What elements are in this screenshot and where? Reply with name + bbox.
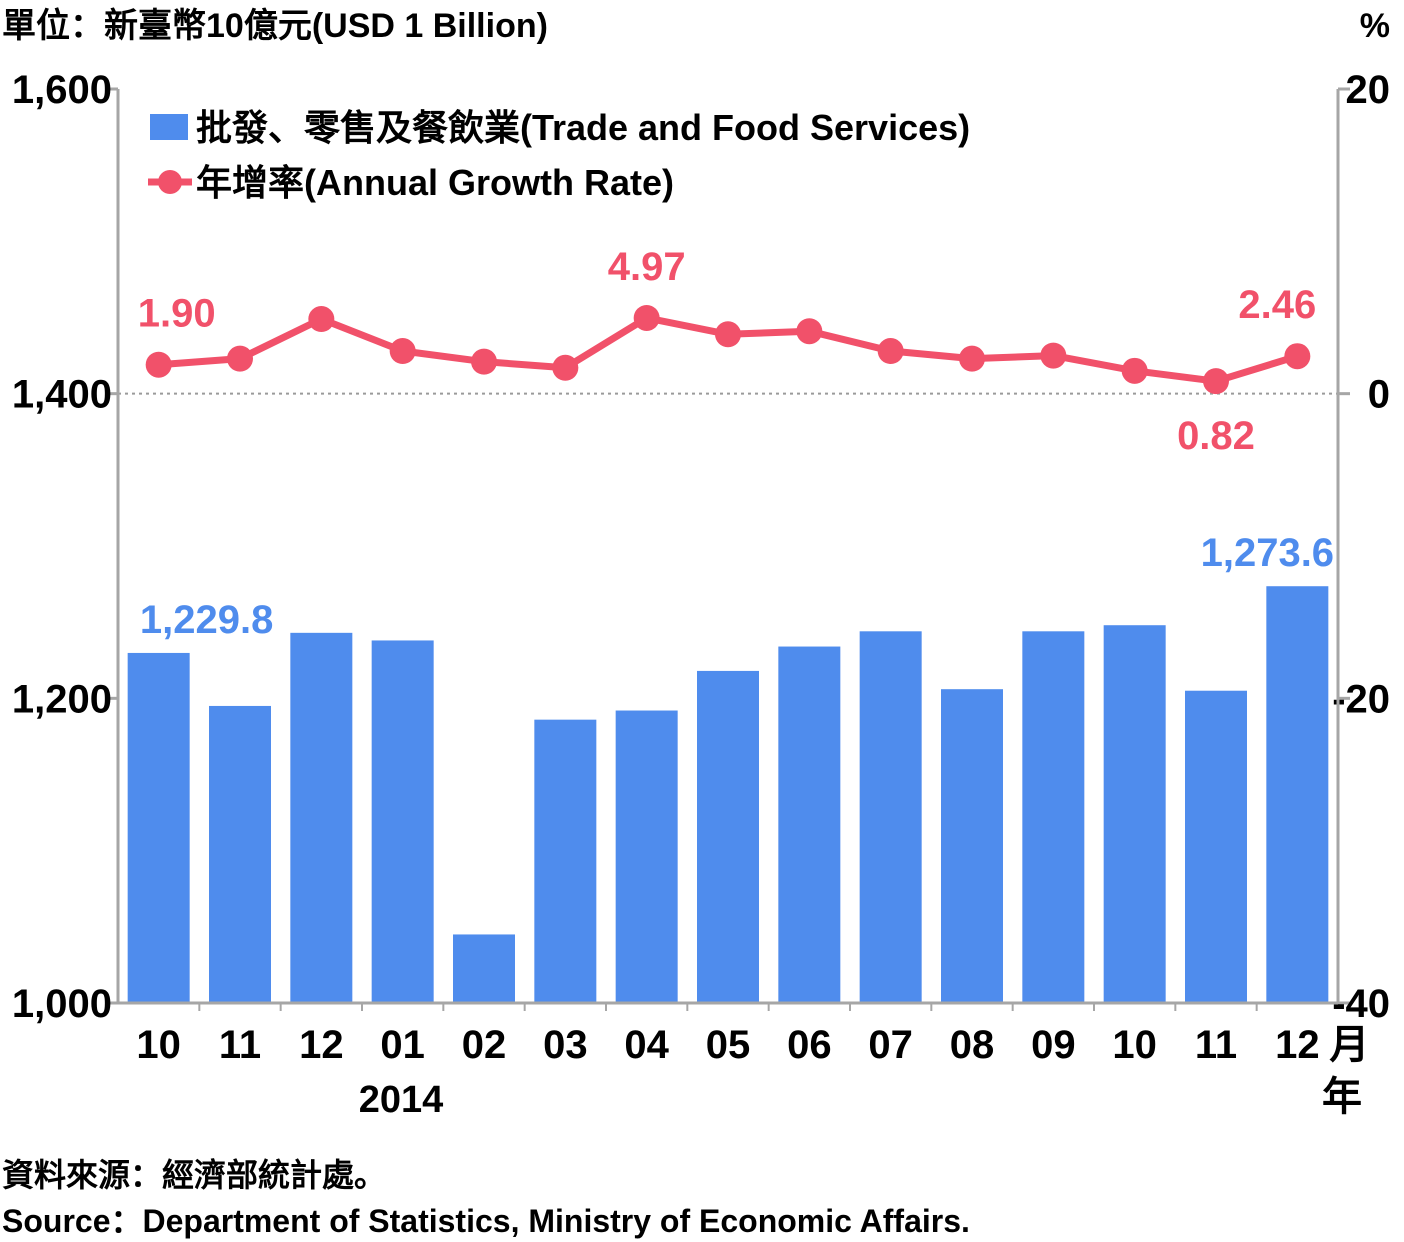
legend-line-marker (158, 170, 182, 194)
bar (127, 652, 190, 1003)
bar (1185, 690, 1247, 1003)
x-axis-label: 12 (1275, 1023, 1320, 1067)
growth-rate-point (633, 304, 660, 331)
x-axis-label: 08 (950, 1023, 995, 1067)
right-unit-label: % (1360, 7, 1390, 45)
line-value-label: 0.82 (1177, 414, 1255, 458)
x-axis-label: 03 (543, 1023, 588, 1067)
line-value-label: 1.90 (138, 292, 216, 336)
growth-rate-point (471, 348, 497, 375)
month-suffix-label: 月 (1329, 1023, 1369, 1067)
bar (941, 689, 1003, 1003)
x-axis-label: 01 (380, 1023, 425, 1067)
x-axis-label: 06 (787, 1023, 832, 1067)
x-axis-label: 10 (136, 1023, 181, 1067)
bar (453, 934, 515, 1003)
year-label: 2014 (359, 1079, 444, 1121)
line-value-label: 4.97 (608, 245, 686, 289)
legend-line-label: 年增率(Annual Growth Rate) (196, 162, 674, 203)
left-axis-tick-label: 1,400 (12, 373, 112, 417)
source-zh: 資料來源：經濟部統計處。 (2, 1157, 386, 1193)
x-axis-label: 02 (462, 1023, 507, 1067)
bar (209, 705, 271, 1003)
x-axis-label: 11 (1195, 1023, 1237, 1067)
x-axis-label: 09 (1031, 1023, 1076, 1067)
x-axis-label: 10 (1112, 1023, 1157, 1067)
growth-rate-point (877, 338, 904, 365)
growth-rate-point (1121, 357, 1148, 384)
left-unit-label: 單位：新臺幣10億元(USD 1 Billion) (2, 7, 548, 45)
growth-rate-point (145, 351, 172, 378)
bar (1266, 586, 1329, 1003)
bar (778, 646, 841, 1003)
growth-rate-point (227, 345, 253, 372)
right-axis-tick-label: -40 (1332, 982, 1390, 1026)
bar-value-label: 1,273.6 (1201, 531, 1334, 575)
x-axis-label: 05 (706, 1023, 751, 1067)
legend-bar-label: 批發、零售及餐飲業(Trade and Food Services) (196, 107, 970, 148)
left-axis-tick-label: 1,000 (12, 982, 112, 1026)
x-axis-label: 12 (299, 1023, 344, 1067)
x-axis-label: 07 (868, 1023, 913, 1067)
x-axis-label: 04 (624, 1023, 669, 1067)
growth-rate-point (1203, 368, 1229, 395)
growth-rate-point (1040, 342, 1067, 369)
growth-rate-point (1284, 343, 1311, 370)
bar (859, 631, 922, 1003)
right-axis-tick-label: -20 (1332, 677, 1390, 721)
bar (534, 719, 597, 1003)
growth-rate-point (308, 306, 335, 333)
growth-rate-point (389, 338, 416, 365)
bar (1103, 625, 1166, 1003)
bar (1022, 631, 1085, 1003)
legend-bar-swatch (150, 114, 188, 140)
bar-value-label: 1,229.8 (140, 598, 273, 642)
source-en: Source：Department of Statistics, Ministr… (2, 1203, 970, 1239)
growth-rate-point (715, 321, 741, 348)
bar (371, 640, 434, 1003)
growth-rate-point (959, 345, 985, 372)
bar (697, 670, 759, 1003)
line-value-label: 2.46 (1238, 283, 1316, 327)
left-axis-tick-label: 1,200 (12, 677, 112, 721)
bar (290, 632, 353, 1003)
growth-rate-point (552, 354, 579, 381)
bar (615, 710, 678, 1003)
x-axis-label: 11 (219, 1023, 261, 1067)
left-axis-tick-label: 1,600 (12, 68, 112, 112)
right-axis-tick-label: 0 (1368, 373, 1390, 417)
growth-rate-point (796, 318, 823, 345)
right-axis-tick-label: 20 (1346, 68, 1391, 112)
year-suffix-label: 年 (1322, 1075, 1362, 1119)
